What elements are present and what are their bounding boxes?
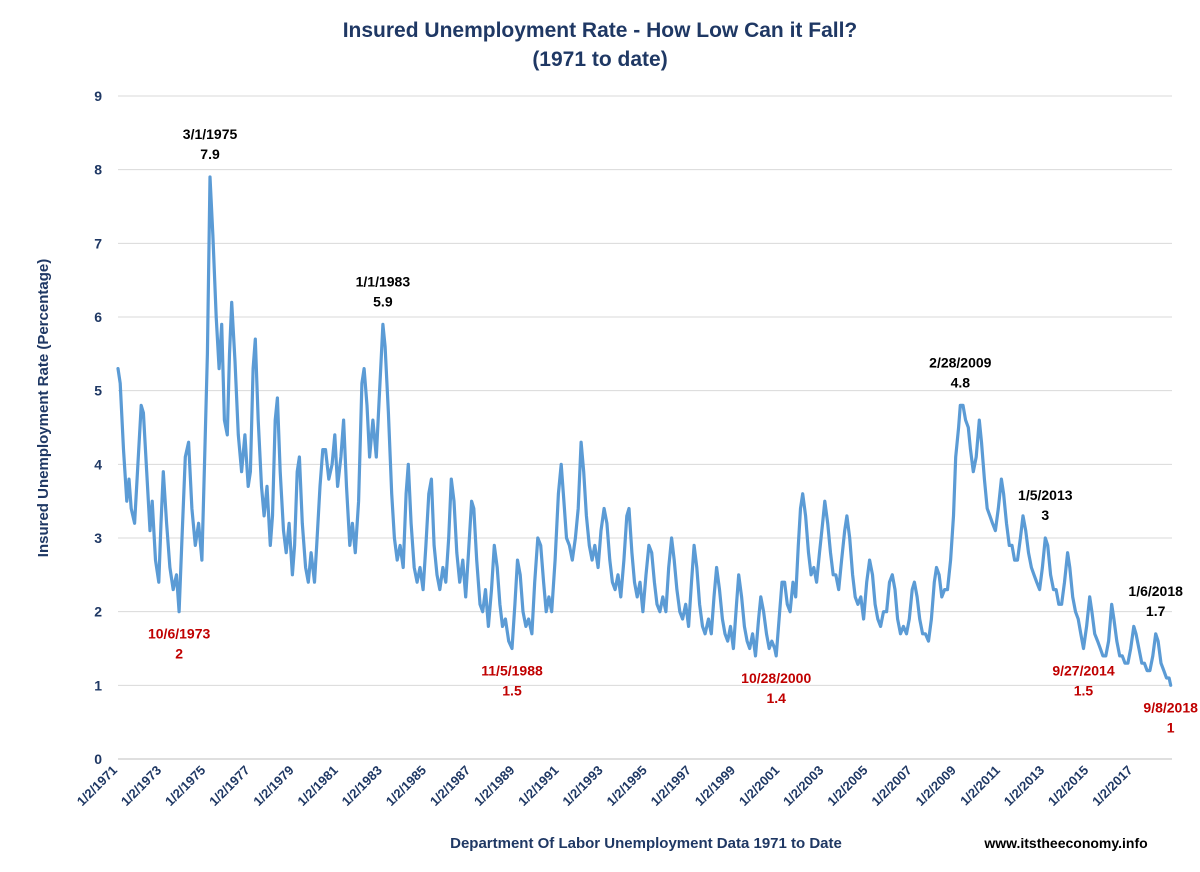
- annotation-date: 1/6/2018: [1128, 583, 1183, 599]
- x-tick-label: 1/2/2009: [913, 763, 959, 809]
- annotation-value: 1.5: [1074, 683, 1094, 699]
- annotation-value: 5.9: [373, 293, 393, 309]
- annotation-date: 2/28/2009: [929, 354, 991, 370]
- annotation-date: 9/8/2018: [1143, 699, 1198, 715]
- x-tick-label: 1/2/2003: [780, 763, 826, 809]
- annotation-date: 3/1/1975: [183, 126, 238, 142]
- y-tick-label: 0: [94, 751, 102, 767]
- x-tick-label: 1/2/1971: [74, 763, 120, 809]
- x-tick-label: 1/2/1985: [383, 763, 429, 809]
- annotation-value: 1.5: [502, 683, 522, 699]
- x-tick-label: 1/2/2005: [824, 763, 870, 809]
- x-axis-ticks: 1/2/19711/2/19731/2/19751/2/19771/2/1979…: [74, 763, 1136, 809]
- annotation-value: 1: [1167, 719, 1175, 735]
- y-tick-label: 8: [94, 162, 102, 178]
- x-tick-label: 1/2/1981: [294, 763, 340, 809]
- series-layer: [116, 175, 1173, 687]
- x-tick-label: 1/2/1999: [692, 763, 738, 809]
- annotation-date: 9/27/2014: [1052, 663, 1114, 679]
- annotation-value: 3: [1041, 507, 1049, 523]
- x-axis-label: Department Of Labor Unemployment Data 19…: [450, 835, 842, 852]
- x-tick-label: 1/2/1977: [206, 763, 252, 809]
- x-tick-label: 1/2/1995: [603, 763, 649, 809]
- x-tick-label: 1/2/1983: [339, 763, 385, 809]
- annotation-value: 4.8: [951, 374, 971, 390]
- annotations: 3/1/1975 7.9 1/1/1983 5.9 2/28/2009 4.8 1/5/20…: [148, 126, 1198, 735]
- x-tick-label: 1/2/2017: [1089, 763, 1135, 809]
- x-tick-label: 1/2/2015: [1045, 763, 1091, 809]
- y-tick-label: 3: [94, 530, 102, 546]
- x-tick-label: 1/2/2001: [736, 763, 782, 809]
- chart-title-line1: Insured Unemployment Rate - How Low Can …: [343, 19, 858, 42]
- gridlines: [118, 95, 1172, 760]
- annotation-value: 2: [175, 646, 183, 662]
- y-tick-label: 9: [94, 88, 102, 104]
- y-tick-label: 7: [94, 235, 102, 251]
- annotation-value: 1.4: [766, 690, 786, 706]
- x-tick-label: 1/2/2011: [957, 763, 1003, 809]
- y-tick-label: 6: [94, 309, 102, 325]
- annotation-value: 1.7: [1146, 603, 1166, 619]
- x-tick-label: 1/2/1975: [162, 763, 208, 809]
- x-tick-label: 1/2/1987: [427, 763, 473, 809]
- x-tick-label: 1/2/1993: [559, 763, 605, 809]
- annotation-date: 10/6/1973: [148, 626, 210, 642]
- y-axis-ticks: 0 1 2 3 4 5 6 7 8 9: [94, 88, 102, 767]
- series-line-insured-unemployment-rate: [116, 175, 1173, 687]
- x-tick-label: 1/2/2007: [868, 763, 914, 809]
- x-tick-label: 1/2/1979: [250, 763, 296, 809]
- x-tick-label: 1/2/2013: [1001, 763, 1047, 809]
- y-tick-label: 4: [94, 456, 102, 472]
- x-tick-label: 1/2/1991: [515, 763, 561, 809]
- annotation-date: 1/5/2013: [1018, 487, 1073, 503]
- y-tick-label: 2: [94, 604, 102, 620]
- x-tick-label: 1/2/1997: [648, 763, 694, 809]
- y-tick-label: 1: [94, 677, 102, 693]
- annotation-value: 7.9: [200, 146, 220, 162]
- y-tick-label: 5: [94, 383, 102, 399]
- annotation-date: 1/1/1983: [356, 273, 411, 289]
- x-tick-label: 1/2/1973: [118, 763, 164, 809]
- source-credit: www.itstheeconomy.info: [983, 835, 1147, 851]
- annotation-date: 10/28/2000: [741, 670, 811, 686]
- annotation-date: 11/5/1988: [481, 663, 543, 679]
- y-axis-label: Insured Unemployment Rate (Percentage): [35, 259, 52, 557]
- x-tick-label: 1/2/1989: [471, 763, 517, 809]
- chart-title-line2: (1971 to date): [532, 48, 667, 71]
